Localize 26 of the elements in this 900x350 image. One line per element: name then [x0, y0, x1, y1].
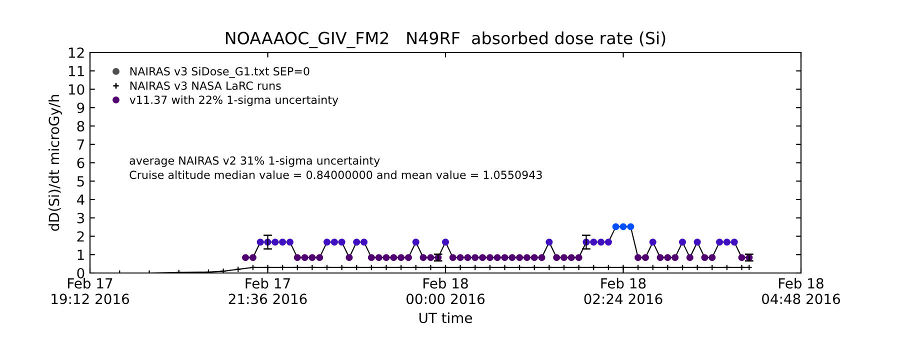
legend-label: v11.37 with 22% 1-sigma uncertainty: [130, 95, 338, 106]
y-tick-label: 3: [77, 212, 84, 224]
y-tick-label: 1: [78, 250, 84, 260]
y-tick-label: 2: [77, 231, 84, 242]
legend-label: NAIRAS v3 SiDose_G1.txt SEP=0: [130, 66, 310, 78]
x-tick-label: Feb 18 04:48 2016: [762, 278, 840, 304]
y-tick-label: 9: [77, 102, 84, 114]
x-tick-label: Feb 17 21:36 2016: [228, 278, 307, 304]
y-tick-label: 6: [77, 158, 84, 168]
y-tick-label: 12: [68, 47, 84, 58]
y-tick-label: 5: [77, 176, 84, 187]
y-tick-label: 10: [68, 84, 84, 95]
y-tick-label: 8: [77, 120, 84, 132]
x-tick-label: Feb 18 02:24 2016: [584, 278, 662, 304]
x-axis-title: UT time: [419, 312, 472, 324]
y-tick-label: 11: [68, 66, 84, 76]
y-tick-label: 7: [77, 140, 84, 150]
chart-title: NOAAAOC_GIV_FM2 N49RF absorbed dose rate (Si): [226, 32, 666, 48]
legend-label: NAIRAS v3 NASA LaRC runs: [130, 81, 281, 90]
y-tick-label: 4: [76, 194, 84, 205]
x-tick-label: Feb 18 00:00 2016: [406, 278, 485, 304]
x-tick-label: Feb 17 19:12 2016: [52, 278, 130, 304]
annotation: average NAIRAS v2 31% 1-sigma uncertainty: [130, 156, 380, 167]
annotation: Cruise altitude median value = 0.84000000 and mean value = 1.0550943: [130, 170, 542, 180]
y-tick-label: 0: [77, 268, 84, 278]
y-axis-title: dD(Si)/dt microGy/h: [48, 95, 62, 231]
